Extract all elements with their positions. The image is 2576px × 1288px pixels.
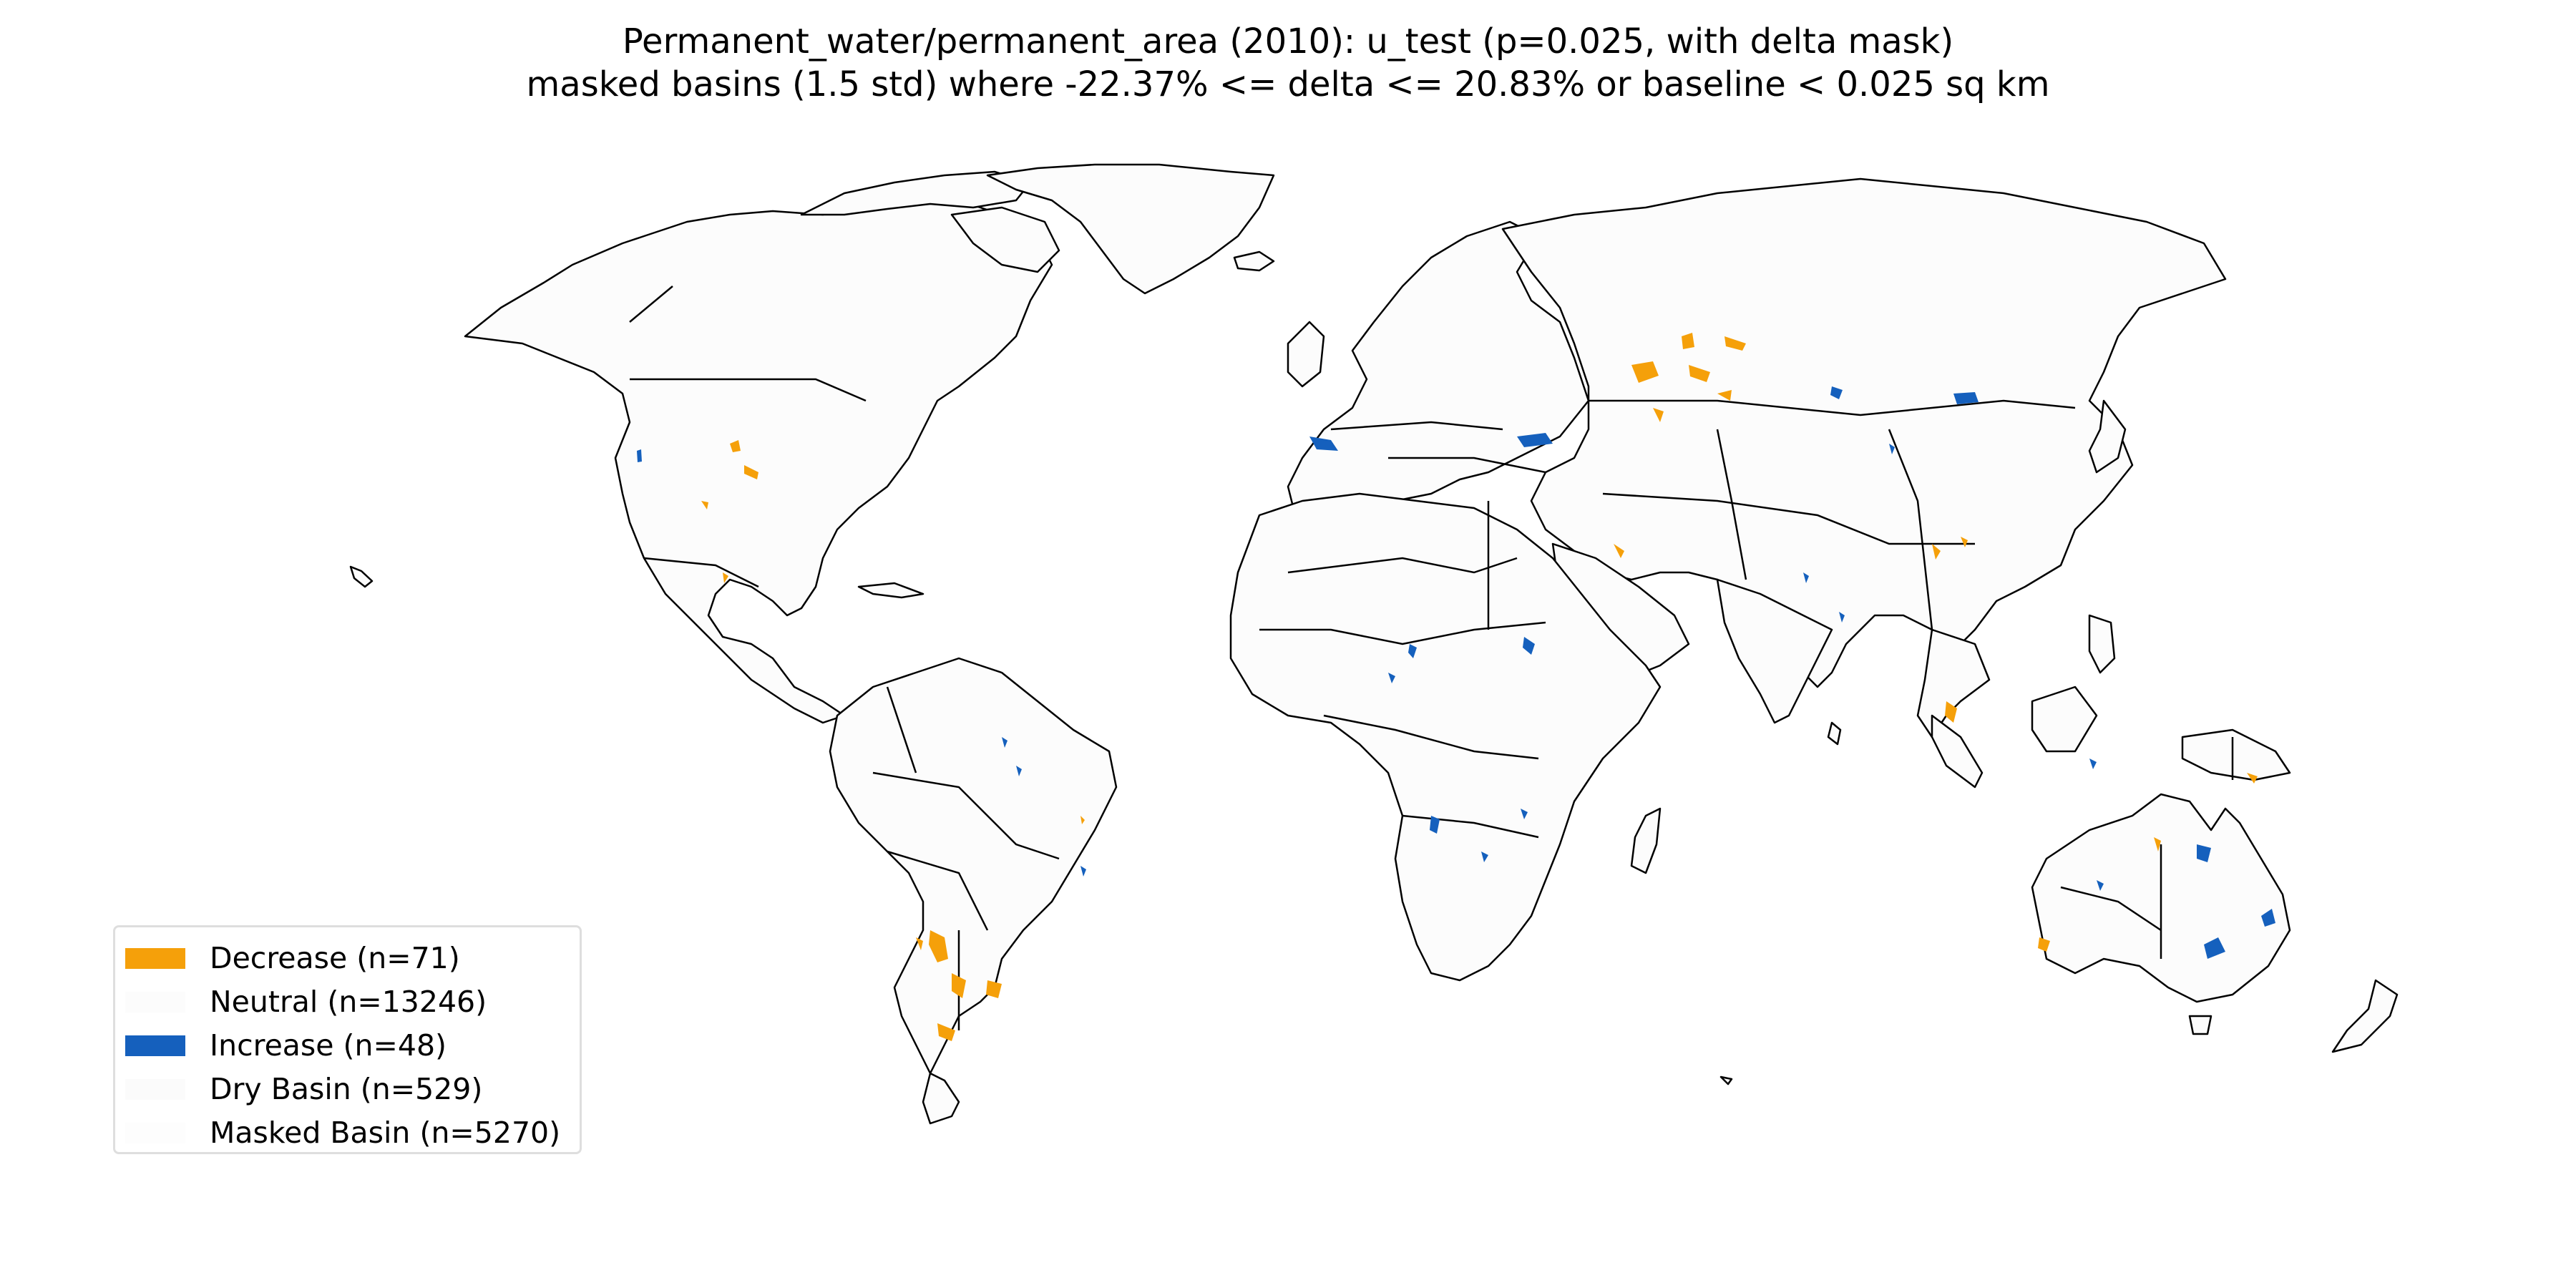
africa	[1229, 492, 1662, 982]
decrease-basin	[952, 973, 966, 998]
decrease-basin	[1961, 537, 1968, 547]
decrease-basin	[1932, 544, 1941, 560]
increase-basin	[1080, 866, 1086, 877]
increase-basin	[1309, 436, 1338, 451]
masked-basin-swatch	[125, 1122, 185, 1143]
title-line-2: masked basins (1.5 std) where -22.37% <=…	[526, 64, 2050, 104]
increase-basin	[2204, 937, 2225, 959]
increase-basin	[1408, 644, 1417, 658]
legend-label-neutral: Neutral (n=13246)	[210, 985, 487, 1019]
increase-basin	[1889, 444, 1895, 454]
increase-basins	[637, 386, 2275, 959]
increase-swatch	[125, 1035, 185, 1056]
decrease-basin	[1631, 361, 1659, 383]
philippines	[2088, 614, 2116, 674]
pacific-island	[1719, 1075, 1733, 1085]
decrease-basin	[723, 572, 728, 583]
decrease-basin	[701, 501, 708, 509]
increase-basin	[1002, 737, 1008, 748]
legend-label-masked-basin: Masked Basin (n=5270)	[210, 1116, 561, 1150]
increase-basin	[2097, 880, 2104, 891]
decrease-basin	[916, 937, 923, 950]
baffin-island	[950, 206, 1060, 273]
borneo	[2031, 686, 2098, 753]
increase-basin	[1803, 572, 1809, 583]
decrease-basin	[2247, 773, 2258, 784]
europe	[1287, 220, 1590, 517]
new-zealand	[2331, 979, 2399, 1053]
decrease-basin	[1724, 336, 1746, 351]
country-borders	[629, 286, 2234, 1030]
indian-subcontinent	[1716, 578, 1833, 724]
british-isles	[1287, 321, 1325, 388]
increase-basin	[1523, 637, 1535, 655]
sumatra	[1931, 714, 1984, 789]
decrease-basin	[1945, 701, 1957, 723]
increase-basin	[1430, 816, 1440, 834]
decrease-basin	[1682, 333, 1694, 349]
increase-basin	[637, 449, 642, 462]
north-america-landmass	[464, 199, 1053, 724]
increase-basin	[1839, 612, 1845, 623]
hawaii	[349, 565, 374, 588]
decrease-swatch	[125, 947, 185, 969]
increase-basin	[1481, 852, 1488, 862]
increase-basin	[1521, 809, 1528, 819]
increase-basin	[2261, 909, 2275, 927]
increase-basin	[1016, 766, 1022, 776]
title-line-1: Permanent_water/permanent_area (2010): u…	[622, 21, 1954, 62]
decrease-basin	[1614, 544, 1624, 558]
decrease-basins	[701, 333, 2258, 1041]
decrease-basin	[744, 465, 758, 479]
decrease-basin	[2154, 837, 2161, 852]
increase-basin	[1388, 673, 1395, 683]
decrease-basin	[1080, 816, 1085, 824]
madagascar	[1630, 807, 1662, 874]
increase-basin	[1517, 433, 1553, 447]
decrease-basin	[730, 440, 741, 452]
south-america	[829, 657, 1118, 1125]
sri-lanka	[1827, 721, 1842, 746]
legend-item-decrease: Decrease (n=71)	[125, 939, 460, 977]
legend-item-neutral: Neutral (n=13246)	[125, 982, 487, 1021]
legend-label-decrease: Decrease (n=71)	[210, 941, 460, 975]
dry-basin-swatch	[125, 1078, 185, 1100]
legend-item-masked-basin: Masked Basin (n=5270)	[125, 1113, 560, 1152]
legend-label-dry-basin: Dry Basin (n=529)	[210, 1072, 483, 1106]
increase-basin	[1830, 386, 1843, 399]
decrease-basin	[929, 930, 948, 962]
chart-title: Permanent_water/permanent_area (2010): u…	[0, 20, 2576, 106]
decrease-basin	[937, 1023, 955, 1041]
iceland	[1233, 250, 1275, 272]
increase-basin	[1953, 392, 1979, 404]
decrease-basin	[1717, 390, 1732, 401]
legend-item-dry-basin: Dry Basin (n=529)	[125, 1070, 482, 1108]
neutral-swatch	[125, 991, 185, 1013]
new-guinea	[2181, 728, 2291, 781]
increase-basin	[2089, 758, 2097, 769]
decrease-basin	[1653, 408, 1664, 422]
legend-label-increase: Increase (n=48)	[210, 1028, 447, 1063]
decrease-basin	[2038, 937, 2050, 952]
increase-basin	[2197, 844, 2211, 862]
tasmania	[2188, 1015, 2212, 1035]
decrease-basin	[1689, 365, 1710, 382]
greenland	[986, 163, 1275, 295]
japan	[2088, 399, 2127, 474]
decrease-basin	[986, 980, 1002, 998]
legend: Decrease (n=71) Neutral (n=13246) Increa…	[113, 925, 582, 1154]
legend-item-increase: Increase (n=48)	[125, 1026, 447, 1065]
cuba	[857, 582, 924, 599]
